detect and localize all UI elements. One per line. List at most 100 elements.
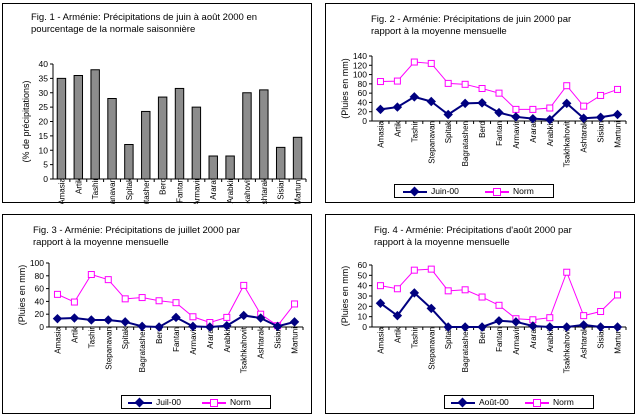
x-tick-label: Martuni — [614, 121, 623, 148]
y-tick-label: 0 — [362, 116, 367, 126]
chart-panel-fig1: Fig. 1 - Arménie: Précipitations de juin… — [2, 3, 312, 204]
y-axis-label: (% de précipitations) — [21, 80, 31, 162]
data-point — [392, 310, 403, 321]
data-point — [614, 85, 622, 93]
data-point — [205, 322, 215, 332]
chart-title-fig2-line2: rapport à la moyenne mensuelle — [371, 26, 507, 37]
x-tick-label: Martuni — [291, 327, 300, 354]
legend-item-norm: Norm — [525, 397, 574, 408]
data-point — [427, 265, 435, 273]
data-point — [104, 276, 112, 284]
data-point — [511, 317, 521, 327]
chart-title-fig1-line2: pourcentage de la normale saisonnière — [31, 24, 196, 35]
x-tick-label: Tsakhkahovit — [240, 326, 249, 373]
data-point — [121, 295, 129, 303]
data-point — [426, 303, 436, 314]
data-point — [272, 321, 283, 332]
x-tick-label: Arabkir — [546, 121, 555, 147]
y-tick-label: 0 — [362, 322, 367, 332]
data-point — [120, 317, 130, 327]
bar — [56, 77, 67, 180]
data-point — [562, 98, 572, 109]
data-point — [409, 288, 420, 298]
x-tick-label: Arabkir — [223, 327, 232, 353]
data-point — [443, 322, 453, 332]
data-point — [255, 313, 266, 323]
x-tick-label: Ararat — [529, 326, 538, 349]
legend-swatch-actual — [128, 397, 152, 408]
chart-title-fig4-line2: rapport à la moyenne mensuelle — [374, 237, 510, 248]
y-tick-label: 20 — [358, 301, 368, 311]
x-tick-label: Arabkir — [226, 178, 235, 204]
x-tick-label: Ashtarak — [580, 326, 589, 359]
x-tick-label: Tashir — [410, 327, 419, 349]
x-tick-label: Bagratashen — [461, 121, 470, 166]
data-point — [376, 282, 384, 290]
x-tick-label: Ararat — [206, 326, 215, 349]
legend-label-norm: Norm — [230, 397, 251, 407]
x-tick-label: Armavir — [189, 327, 198, 355]
y-tick-label: 0 — [43, 174, 48, 184]
y-tick-label: 20 — [39, 117, 49, 127]
data-point — [562, 322, 572, 332]
y-tick-label: 100 — [353, 70, 367, 80]
data-point — [172, 299, 180, 307]
chart-panel-fig3: Fig. 3 - Arménie: Précipitations de juil… — [2, 214, 312, 414]
x-tick-label: Ashtarak — [580, 120, 589, 153]
data-point — [189, 313, 197, 321]
data-point — [410, 58, 418, 66]
legend-swatch-norm — [485, 187, 509, 197]
data-point — [612, 109, 623, 120]
y-tick-label: 30 — [358, 291, 368, 301]
data-point — [512, 105, 520, 113]
data-point — [495, 301, 503, 309]
x-tick-label: Ararat — [529, 120, 538, 143]
data-point — [460, 98, 470, 109]
bar — [124, 144, 134, 180]
x-tick-label: Berd — [155, 327, 164, 344]
data-point — [528, 321, 538, 331]
chart-title-fig3-line2: rapport à la moyenne mensuelle — [33, 237, 169, 248]
legend-fig2: Juin-00 Norm — [394, 184, 554, 198]
data-point — [426, 96, 436, 107]
y-tick-label: 5 — [43, 160, 48, 170]
x-tick-label: Stepanavan — [427, 121, 436, 164]
x-tick-label: Stepanavan — [427, 327, 436, 370]
x-tick-label: Amasia — [376, 120, 385, 147]
legend-fig3: Juil-00 Norm — [121, 395, 271, 409]
chart-title-fig4: Fig. 4 - Arménie: Précipitations d'août … — [374, 225, 572, 236]
data-point — [614, 291, 622, 299]
y-tick-label: 15 — [39, 131, 49, 141]
data-point — [580, 102, 588, 110]
data-point — [495, 89, 503, 97]
y-tick-label: 60 — [358, 260, 368, 270]
chart-svg-fig3: 0 20 40 60 80 100(Pluies en mm) Amasia Artik Tas… — [17, 258, 304, 373]
x-tick-label: Ararat — [209, 177, 218, 200]
data-point — [376, 78, 384, 86]
legend-swatch-norm — [202, 398, 226, 408]
x-tick-label: Amasia — [53, 326, 62, 353]
y-tick-label: 10 — [39, 145, 49, 155]
y-tick-label: 35 — [39, 73, 49, 83]
data-point — [222, 321, 232, 331]
y-axis-label: (Pluies en mm) — [17, 265, 27, 326]
chart-svg-fig1: 0 5 10 15 20 25 30 35 40 (% de précipitations) Ama… — [21, 59, 307, 204]
x-tick-label: Berd — [478, 327, 487, 344]
x-tick-label: Amasia — [376, 326, 385, 353]
y-tick-label: 60 — [358, 88, 368, 98]
data-point — [444, 287, 452, 295]
data-point — [375, 104, 386, 115]
data-point — [444, 79, 452, 87]
data-point — [478, 293, 486, 301]
data-point — [393, 77, 401, 85]
data-point — [375, 298, 386, 308]
y-tick-label: 120 — [353, 60, 367, 70]
legend-item-norm: Norm — [202, 397, 251, 408]
bar — [242, 92, 252, 180]
data-point — [291, 300, 299, 308]
x-tick-label: Tsakhkahovit — [563, 120, 572, 167]
bar — [208, 155, 218, 180]
x-tick-label: Spitak — [444, 120, 453, 143]
x-tick-label: Ashtarak — [257, 326, 266, 359]
